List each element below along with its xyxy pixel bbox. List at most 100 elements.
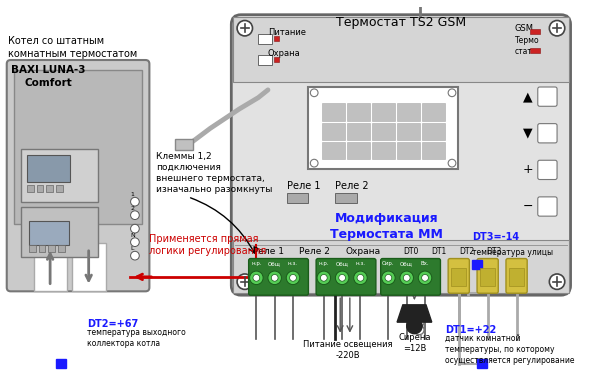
Text: DT0: DT0	[403, 247, 418, 256]
Bar	[233, 17, 569, 82]
Bar	[21, 207, 98, 257]
Text: Общ: Общ	[335, 261, 349, 266]
Circle shape	[382, 271, 395, 284]
Bar	[58, 245, 65, 252]
Bar	[27, 185, 34, 192]
Circle shape	[237, 274, 253, 289]
Circle shape	[550, 21, 565, 36]
Bar	[509, 268, 524, 286]
Circle shape	[550, 274, 565, 289]
Bar	[258, 34, 272, 44]
Text: температура улицы: температура улицы	[472, 248, 553, 257]
Bar	[37, 185, 43, 192]
Bar	[347, 123, 370, 140]
Text: Применяется прямая
логики регулирования: Применяется прямая логики регулирования	[149, 234, 266, 256]
Circle shape	[131, 224, 139, 233]
FancyBboxPatch shape	[448, 259, 469, 293]
Bar	[322, 142, 345, 159]
Bar	[335, 193, 356, 203]
Text: ▲: ▲	[523, 90, 533, 103]
Bar	[530, 29, 540, 34]
Circle shape	[320, 274, 327, 281]
Text: температура выходного
коллектора котла: температура выходного коллектора котла	[87, 327, 185, 348]
Bar	[397, 103, 420, 121]
Text: 2: 2	[130, 206, 134, 211]
Circle shape	[415, 325, 424, 335]
Bar	[451, 268, 466, 286]
Circle shape	[237, 21, 253, 36]
Polygon shape	[339, 281, 356, 290]
Text: н.р.: н.р.	[319, 261, 329, 266]
Bar	[14, 70, 142, 224]
Text: Питание освещения
-220В: Питание освещения -220В	[303, 340, 392, 360]
Bar	[21, 149, 98, 202]
Circle shape	[400, 271, 413, 284]
Text: BAXI LUNA-3
Comfort: BAXI LUNA-3 Comfort	[11, 65, 85, 87]
Text: Вх.: Вх.	[421, 261, 430, 266]
Text: Термостат TS2 GSM: Термостат TS2 GSM	[336, 16, 466, 29]
FancyBboxPatch shape	[538, 160, 557, 180]
Circle shape	[448, 159, 456, 167]
Bar	[422, 123, 445, 140]
Circle shape	[290, 274, 296, 281]
Bar	[56, 359, 65, 368]
Circle shape	[385, 274, 392, 281]
Text: DT2=+67: DT2=+67	[87, 319, 138, 329]
Circle shape	[271, 274, 278, 281]
Bar	[372, 142, 395, 159]
Bar	[477, 359, 487, 368]
Polygon shape	[397, 305, 432, 322]
Text: н.з.: н.з.	[355, 261, 365, 266]
Bar	[34, 243, 67, 291]
Circle shape	[253, 274, 260, 281]
Bar	[287, 193, 308, 203]
Circle shape	[418, 271, 432, 284]
Text: GSM: GSM	[515, 24, 533, 33]
FancyBboxPatch shape	[506, 259, 527, 293]
Bar	[372, 103, 395, 121]
FancyBboxPatch shape	[7, 60, 149, 291]
Bar	[397, 142, 420, 159]
Bar	[72, 243, 106, 291]
Circle shape	[317, 271, 331, 284]
Circle shape	[448, 89, 456, 97]
Circle shape	[407, 319, 422, 334]
FancyBboxPatch shape	[538, 123, 557, 143]
Text: 1: 1	[130, 192, 134, 197]
Bar	[480, 268, 496, 286]
Text: Сирена
=12В: Сирена =12В	[398, 333, 431, 353]
Text: +: +	[523, 163, 533, 176]
Text: −: −	[523, 200, 533, 213]
Text: DT2: DT2	[459, 247, 474, 256]
Bar	[308, 87, 458, 169]
Circle shape	[415, 317, 424, 327]
Circle shape	[131, 238, 139, 247]
FancyBboxPatch shape	[477, 259, 498, 293]
Text: Охрана: Охрана	[345, 247, 380, 256]
Bar	[56, 185, 62, 192]
Bar	[27, 156, 70, 182]
Text: Термо
стат: Термо стат	[515, 36, 539, 56]
Bar	[372, 123, 395, 140]
Bar	[274, 36, 280, 41]
Circle shape	[131, 251, 139, 260]
FancyBboxPatch shape	[232, 15, 571, 295]
Bar	[29, 221, 70, 245]
Text: Котел со штатным
комнатным термостатом: Котел со штатным комнатным термостатом	[8, 36, 137, 59]
Text: Модификация
Термостата ММ: Модификация Термостата ММ	[330, 212, 443, 241]
Bar	[422, 142, 445, 159]
Text: N: N	[130, 233, 135, 238]
Bar	[347, 142, 370, 159]
FancyBboxPatch shape	[538, 197, 557, 216]
Bar	[175, 139, 193, 150]
Text: н.р.: н.р.	[251, 261, 262, 266]
Text: ▼: ▼	[523, 127, 533, 140]
Bar	[322, 123, 345, 140]
Circle shape	[354, 271, 367, 284]
Bar	[29, 245, 35, 252]
Bar	[274, 57, 280, 62]
Circle shape	[310, 89, 318, 97]
Text: DT3: DT3	[487, 247, 502, 256]
Text: DT1=+22: DT1=+22	[445, 325, 497, 335]
Circle shape	[422, 274, 428, 281]
